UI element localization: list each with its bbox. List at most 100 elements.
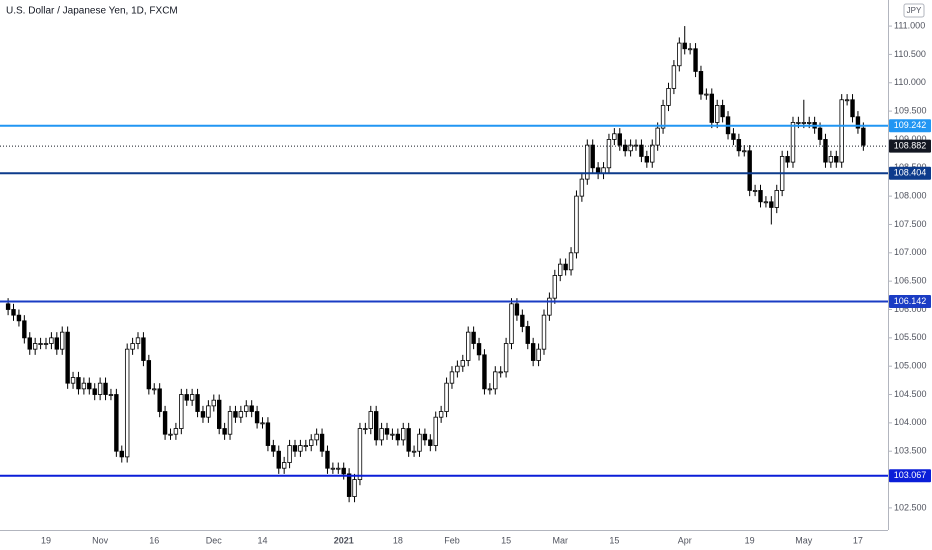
price-level-label: 109.242: [894, 120, 927, 130]
candle-body: [520, 314, 525, 327]
x-tick-label: May: [795, 535, 813, 545]
candle-body: [298, 445, 303, 452]
price-level-box: [889, 119, 931, 133]
candle-body: [97, 382, 103, 395]
candle-body: [547, 297, 552, 316]
candle-body: [411, 450, 417, 453]
candle-body: [850, 99, 855, 118]
candle-body: [455, 365, 460, 373]
y-tick-label: 109.500: [894, 105, 927, 115]
candle-body: [449, 371, 455, 384]
candle-body: [401, 428, 406, 441]
y-tick-label: 103.500: [894, 446, 927, 456]
candle-body: [227, 411, 233, 435]
candle-body: [628, 144, 633, 152]
candle-body: [103, 382, 108, 395]
candle-body: [244, 405, 249, 412]
candle-body: [157, 388, 162, 412]
candle-body: [438, 411, 444, 418]
candle-body: [715, 105, 720, 123]
candle-body: [790, 122, 796, 163]
candle-body: [493, 371, 498, 390]
candle-body: [498, 371, 503, 374]
candle-body: [330, 467, 336, 470]
x-tick-label: Dec: [206, 535, 223, 545]
price-level-box: [889, 166, 931, 180]
candle-body: [422, 433, 428, 441]
candle-body: [823, 139, 828, 163]
x-tick-label: Feb: [444, 535, 460, 545]
candle-body: [817, 127, 823, 140]
candle-body: [65, 331, 70, 384]
candle-body: [801, 122, 807, 124]
candle-body: [666, 88, 671, 106]
candle-body: [536, 348, 541, 361]
candle-body: [617, 133, 622, 146]
candle-body: [114, 394, 119, 452]
candle-body: [861, 127, 866, 146]
candle-body: [752, 190, 758, 192]
candle-body: [49, 337, 54, 344]
candle-body: [43, 343, 49, 345]
x-tick-label: 17: [853, 535, 863, 545]
chart-title: U.S. Dollar / Japanese Yen, 1D, FXCM: [6, 6, 178, 17]
candle-body: [179, 394, 184, 429]
candle-body: [141, 337, 146, 361]
candle-body: [260, 422, 265, 425]
candle-body: [249, 405, 254, 412]
candle-body: [379, 428, 384, 441]
candle-body: [487, 388, 493, 391]
candle-body: [76, 377, 81, 390]
candle-body: [119, 450, 124, 458]
candle-body: [476, 343, 482, 356]
candle-body: [509, 303, 514, 344]
x-tick-label: 19: [745, 535, 755, 545]
candle-body: [763, 201, 769, 204]
candle-body: [32, 343, 38, 350]
candle-body: [660, 105, 666, 129]
candle-body: [655, 127, 660, 146]
candle-body: [807, 122, 812, 124]
candle-body: [108, 394, 114, 396]
candle-body: [341, 467, 346, 475]
candle-body: [525, 326, 530, 344]
x-tick-label: 15: [501, 535, 511, 545]
candle-body: [206, 405, 211, 418]
candle-body: [357, 428, 363, 480]
candle-body: [271, 445, 276, 452]
candle-body: [92, 388, 97, 395]
candle-body: [135, 337, 141, 344]
candle-body: [693, 48, 698, 72]
candle-body: [704, 93, 709, 96]
candle-body: [60, 331, 65, 350]
candle-body: [585, 144, 590, 180]
candle-body: [552, 275, 558, 299]
candle-body: [622, 144, 628, 152]
candle-body: [217, 399, 222, 429]
candle-body: [195, 394, 200, 412]
candle-body: [639, 144, 644, 157]
candle-body: [406, 428, 411, 452]
price-level-box: [889, 139, 931, 153]
price-level-label: 103.067: [894, 470, 927, 480]
x-tick-label: 18: [393, 535, 403, 545]
y-tick-label: 110.000: [894, 77, 926, 87]
candle-body: [152, 388, 157, 391]
candle-body: [563, 263, 568, 271]
candle-body: [839, 99, 844, 163]
candle-body: [11, 309, 16, 316]
candle-body: [200, 411, 206, 418]
candle-body: [130, 343, 135, 350]
y-tick-label: 104.500: [894, 389, 927, 399]
candle-body: [417, 433, 422, 452]
candle-body: [828, 156, 834, 163]
y-tick-label: 107.500: [894, 219, 927, 229]
price-level-label: 106.142: [894, 296, 927, 306]
candle-body: [390, 433, 395, 436]
candle-body: [574, 195, 579, 254]
candle-body: [682, 42, 687, 50]
candle-body: [124, 348, 130, 458]
y-tick-label: 107.000: [894, 247, 927, 257]
candle-body: [769, 201, 774, 208]
